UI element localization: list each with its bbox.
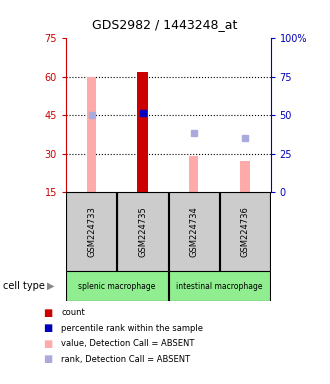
Text: GSM224733: GSM224733 xyxy=(87,206,96,257)
Bar xyxy=(189,156,198,192)
Text: percentile rank within the sample: percentile rank within the sample xyxy=(61,324,203,333)
Text: cell type: cell type xyxy=(3,281,45,291)
Bar xyxy=(117,192,168,271)
Bar xyxy=(169,192,219,271)
Text: ■: ■ xyxy=(43,354,52,364)
Text: ▶: ▶ xyxy=(48,281,55,291)
Text: GSM224735: GSM224735 xyxy=(138,206,147,257)
Text: ■: ■ xyxy=(43,323,52,333)
Bar xyxy=(241,161,249,192)
Text: ■: ■ xyxy=(43,339,52,349)
Text: intestinal macrophage: intestinal macrophage xyxy=(176,281,263,291)
Text: ■: ■ xyxy=(43,308,52,318)
Bar xyxy=(169,271,270,301)
Bar xyxy=(220,192,270,271)
Bar xyxy=(66,271,168,301)
Bar xyxy=(137,72,148,192)
Text: count: count xyxy=(61,308,85,318)
Text: GSM224734: GSM224734 xyxy=(189,206,198,257)
Text: GSM224736: GSM224736 xyxy=(241,206,249,257)
Bar xyxy=(87,77,96,192)
Text: GDS2982 / 1443248_at: GDS2982 / 1443248_at xyxy=(92,18,238,31)
Text: value, Detection Call = ABSENT: value, Detection Call = ABSENT xyxy=(61,339,194,348)
Bar xyxy=(66,192,117,271)
Text: splenic macrophage: splenic macrophage xyxy=(79,281,156,291)
Text: rank, Detection Call = ABSENT: rank, Detection Call = ABSENT xyxy=(61,354,190,364)
